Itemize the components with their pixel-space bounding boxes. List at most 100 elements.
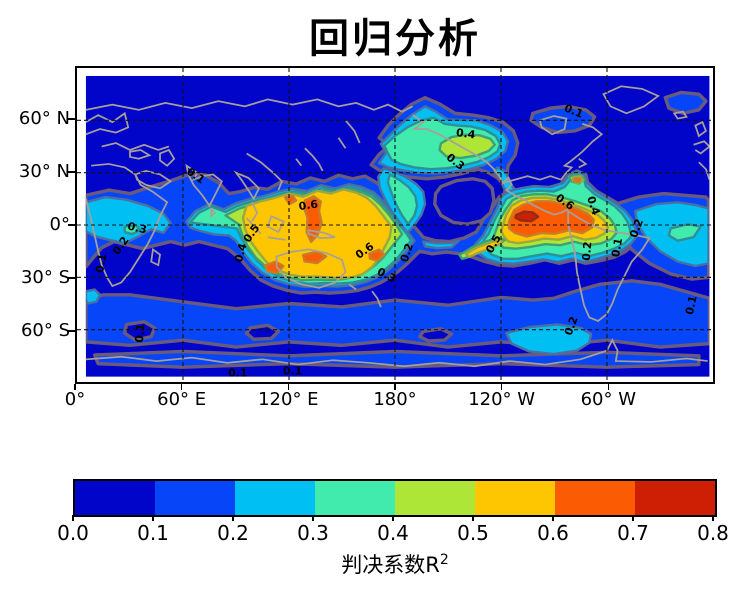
colorbar-tick-mark [72, 515, 74, 521]
contour-label: 0.2 [580, 241, 595, 261]
coastline-greenland-iceland [602, 85, 688, 120]
coastlines [85, 85, 710, 368]
colorbar-segment [555, 481, 635, 515]
colorbar-tick-mark [632, 515, 634, 521]
contour-label: 0.1 [609, 237, 625, 258]
colorbar-tick-label: 0.1 [137, 521, 169, 545]
colorbar-segment [75, 481, 155, 515]
colorbar-tick-mark [392, 515, 394, 521]
colorbar-segment [475, 481, 555, 515]
x-tick-mark [180, 384, 183, 390]
coastline-southeast-asia [233, 170, 336, 241]
contour-band [515, 212, 538, 221]
y-tick-label: 30° S [20, 267, 70, 288]
x-tick-label: 60° E [157, 389, 207, 410]
contour-band [506, 324, 591, 354]
x-tick-mark [74, 384, 76, 390]
contour-band [85, 197, 171, 243]
colorbar-tick-label: 0.5 [457, 521, 489, 545]
contour-label: 0.6 [298, 198, 319, 213]
x-tick-mark [287, 384, 290, 390]
contour-label: 0.4 [584, 195, 603, 218]
colorbar-tick-mark [472, 515, 474, 521]
contour-band [85, 290, 100, 304]
contour-label: 0.2 [627, 217, 646, 239]
colorbar-tick-mark [312, 515, 314, 521]
contour-label: 0.1 [133, 323, 148, 343]
coastline-south-america [567, 209, 651, 322]
colorbar-tick-label: 0.2 [217, 521, 249, 545]
contour-label: 0.4 [455, 126, 476, 142]
coastline-arabia [134, 170, 173, 190]
y-tick-mark [68, 330, 75, 332]
contour-band [669, 224, 701, 241]
colorbar [73, 479, 717, 517]
map-plot-area: 0.1 0.6 0.5 0.4 0.6 0.3 0.2 0.3 0.2 0.1 0.1 0.1 0.1 0… [75, 66, 715, 384]
contour-band [423, 241, 458, 249]
contour-hole [420, 329, 452, 341]
y-tick-mark [68, 118, 75, 120]
coastline-india [185, 163, 223, 219]
coastline-antarctica [85, 338, 708, 368]
colorbar-segment [235, 481, 315, 515]
colorbar-tick-label: 0.7 [617, 521, 649, 545]
colorbar-tick-label: 0.6 [537, 521, 569, 545]
colorbar-segment [315, 481, 395, 515]
contour-band [303, 252, 326, 264]
colorbar-label: 判决系数R [341, 553, 440, 577]
contour-band [285, 196, 296, 204]
x-tick-label: 120° E [258, 389, 319, 410]
contour-hole [125, 322, 155, 340]
y-tick-label: 60° N [18, 108, 70, 129]
x-tick-mark [607, 384, 610, 390]
colorbar-tick-label: 0.0 [57, 521, 89, 545]
colorbar-tick-mark [712, 515, 714, 521]
contour-band [388, 174, 417, 224]
y-tick-mark [68, 277, 75, 279]
contour-fills [85, 75, 710, 377]
x-tick-label: 180° [373, 389, 417, 410]
contour-label: 0.2 [562, 315, 581, 337]
colorbar-label-superscript: 2 [439, 552, 449, 568]
y-tick-label: 30° N [18, 161, 70, 182]
y-tick-mark [68, 171, 75, 173]
grid-lines [77, 68, 713, 382]
colorbar-title: 判决系数R2 [75, 549, 715, 579]
colorbar-tick-label: 0.3 [297, 521, 329, 545]
contour-band [665, 92, 706, 113]
coastline-eurasia [85, 98, 414, 113]
contour-label: 0.1 [283, 365, 302, 378]
contour-label: 0.1 [562, 102, 585, 121]
colorbar-segment [155, 481, 235, 515]
x-tick-mark [394, 384, 396, 390]
colorbar-tick-mark [232, 515, 234, 521]
contour-label: 0.4 [232, 241, 250, 263]
contour-label: 0.1 [228, 366, 247, 379]
contour-label: 0.3 [126, 220, 148, 237]
contour-label: 0.1 [93, 253, 109, 274]
page-title: 回归分析 [309, 16, 481, 62]
x-tick-label: 60° W [580, 389, 637, 410]
colorbar-segment [395, 481, 475, 515]
contour-map-svg: 0.10.60.50.4 0.60.30.20.30.20.10.10.10.10… [77, 68, 713, 382]
contour-band [95, 351, 699, 367]
colorbar-tick-mark [152, 515, 154, 521]
x-tick-label: 0° [64, 389, 86, 410]
contour-hole [247, 325, 279, 339]
y-tick-label: 60° S [20, 320, 70, 341]
coastline-australia [275, 248, 382, 308]
x-tick-mark [500, 384, 503, 390]
coastline-north-america [411, 114, 604, 216]
colorbar-tick-mark [552, 515, 554, 521]
contour-hole [435, 179, 494, 224]
y-tick-mark [68, 224, 75, 226]
contour-band [509, 201, 594, 236]
contour-band [574, 179, 580, 182]
y-tick-label: 0° [49, 214, 70, 235]
coastline-iberia-west-africa [693, 120, 710, 180]
x-tick-label: 120° W [468, 389, 536, 410]
contour-label: 0.1 [683, 294, 700, 315]
contour-band [369, 250, 384, 261]
contour-label: 0.2 [398, 242, 416, 264]
